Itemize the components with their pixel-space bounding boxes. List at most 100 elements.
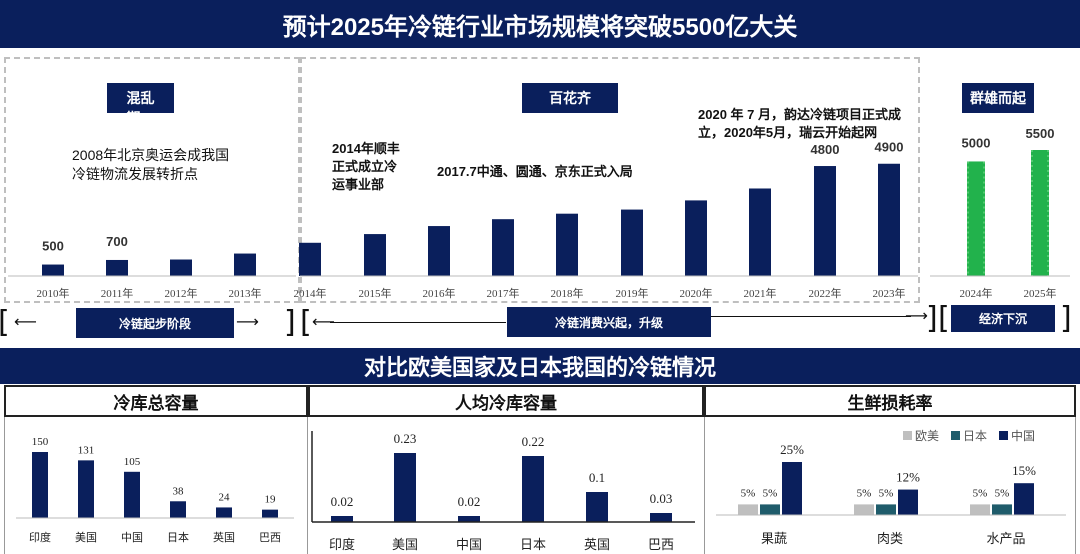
loss-value-水产品-中国: 15% bbox=[1012, 463, 1036, 478]
per-capita-tick-中国: 中国 bbox=[456, 537, 482, 552]
per-capita-value-中国: 0.02 bbox=[458, 494, 481, 509]
phase-label-flourish: 百花齐 bbox=[522, 83, 618, 113]
note-2020: 2020 年 7 月，韵达冷链项目正式成立，2020年5月，瑞云开始起网 bbox=[698, 107, 901, 140]
panel-frame-loss-rate bbox=[704, 417, 1076, 554]
x-tick-2014年: 2014年 bbox=[294, 286, 327, 300]
legend-swatch-中国 bbox=[999, 431, 1008, 440]
loss-bar-果蔬-欧美 bbox=[738, 504, 758, 515]
arrow-right-2: ⟶ bbox=[905, 306, 928, 325]
data-label-2011年: 700 bbox=[106, 234, 128, 249]
bar-2024年 bbox=[967, 161, 985, 276]
note-2008: 2008年北京奥运会成我国冷链物流发展转折点 bbox=[72, 147, 230, 182]
x-tick-2010年: 2010年 bbox=[37, 286, 70, 300]
panel-head-per-capita: 人均冷库容量 bbox=[308, 385, 704, 417]
capacity-value-中国: 105 bbox=[124, 456, 141, 468]
legend-swatch-日本 bbox=[951, 431, 960, 440]
data-label-2022年: 4800 bbox=[811, 142, 840, 157]
bracket-left-3: [ bbox=[938, 301, 950, 336]
x-tick-2011年: 2011年 bbox=[101, 286, 134, 300]
bar-2016年 bbox=[428, 226, 450, 276]
per-capita-bar-印度 bbox=[331, 516, 353, 522]
per-capita-tick-美国: 美国 bbox=[392, 537, 418, 552]
x-tick-2022年: 2022年 bbox=[809, 286, 842, 300]
per-capita-bar-美国 bbox=[394, 453, 416, 522]
loss-value-肉类-日本: 5% bbox=[879, 487, 894, 499]
period-box-chaos bbox=[4, 57, 300, 303]
x-tick-2013年: 2013年 bbox=[229, 286, 262, 300]
per-capita-bar-英国 bbox=[586, 492, 608, 522]
capacity-bar-印度 bbox=[32, 452, 48, 518]
per-capita-tick-印度: 印度 bbox=[329, 537, 355, 552]
loss-tick-果蔬: 果蔬 bbox=[761, 531, 787, 546]
per-capita-value-巴西: 0.03 bbox=[650, 491, 673, 506]
bar-2018年 bbox=[556, 213, 578, 276]
loss-value-果蔬-日本: 5% bbox=[763, 487, 778, 499]
phase-label-rise: 群雄而起 bbox=[962, 83, 1034, 113]
bar-2023年 bbox=[878, 163, 900, 276]
legend-label-日本: 日本 bbox=[963, 429, 987, 443]
comparison-title: 对比欧美国家及日本我国的冷链情况 bbox=[363, 355, 716, 380]
loss-value-果蔬-欧美: 5% bbox=[741, 487, 756, 499]
bar-2025年 bbox=[1031, 150, 1049, 276]
per-capita-bar-巴西 bbox=[650, 513, 672, 522]
loss-value-肉类-中国: 12% bbox=[896, 470, 920, 485]
data-label-2023年: 4900 bbox=[875, 140, 904, 155]
per-capita-bar-日本 bbox=[522, 456, 544, 522]
bar-2022年 bbox=[814, 166, 836, 276]
phase-label-chaos: 混乱 期 bbox=[107, 83, 174, 113]
capacity-bar-中国 bbox=[124, 471, 140, 518]
x-tick-2019年: 2019年 bbox=[616, 286, 649, 300]
loss-bar-果蔬-日本 bbox=[760, 504, 780, 515]
capacity-bar-英国 bbox=[216, 507, 232, 518]
page-title-banner: 预计2025年冷链行业市场规模将突破5500亿大关 bbox=[0, 0, 1080, 48]
capacity-value-英国: 24 bbox=[219, 491, 231, 503]
capacity-value-日本: 38 bbox=[173, 485, 185, 497]
note-2014: 2014年顺丰正式成立冷运事业部 bbox=[332, 141, 400, 192]
loss-value-水产品-欧美: 5% bbox=[973, 487, 988, 499]
stage-startup: 冷链起步阶段 bbox=[76, 308, 234, 338]
panel-head-loss-rate: 生鲜损耗率 bbox=[704, 385, 1076, 417]
loss-bar-水产品-中国 bbox=[1014, 483, 1034, 515]
capacity-tick-美国: 美国 bbox=[75, 531, 97, 544]
data-label-2025年: 5500 bbox=[1026, 126, 1055, 141]
per-capita-value-日本: 0.22 bbox=[522, 434, 545, 449]
arrow-left-1: ⟵ bbox=[14, 312, 37, 331]
x-tick-2015年: 2015年 bbox=[359, 286, 392, 300]
arrow-line-right-2 bbox=[711, 316, 911, 317]
arrow-line-left-2 bbox=[330, 322, 506, 323]
capacity-value-美国: 131 bbox=[78, 444, 95, 456]
loss-value-肉类-欧美: 5% bbox=[857, 487, 872, 499]
page-title: 预计2025年冷链行业市场规模将突破5500亿大关 bbox=[282, 13, 798, 41]
bracket-right-2: ] bbox=[926, 301, 938, 336]
bar-2015年 bbox=[364, 234, 386, 276]
per-capita-value-英国: 0.1 bbox=[589, 470, 605, 485]
note-2017: 2017.7中通、圆通、京东正式入局 bbox=[437, 164, 633, 179]
loss-tick-水产品: 水产品 bbox=[986, 531, 1025, 546]
per-capita-value-印度: 0.02 bbox=[331, 494, 354, 509]
legend-label-中国: 中国 bbox=[1011, 428, 1035, 443]
loss-bar-果蔬-中国 bbox=[782, 462, 802, 515]
loss-bar-水产品-欧美 bbox=[970, 504, 990, 515]
market-size-bar-chart: 500 2010年 700 2011年 2012年 2013年 2014年 2015年 2016… bbox=[8, 126, 1070, 300]
stage-economic-sinking: 经济下沉 bbox=[951, 305, 1055, 332]
bracket-right-3: ] bbox=[1060, 301, 1072, 336]
bar-2010年 bbox=[42, 264, 64, 276]
capacity-bar-美国 bbox=[78, 460, 94, 518]
stage-consumption-upgrade: 冷链消费兴起，升级 bbox=[507, 307, 711, 337]
loss-bar-肉类-日本 bbox=[876, 504, 896, 515]
x-tick-2023年: 2023年 bbox=[873, 286, 906, 300]
bracket-left-1: [ bbox=[0, 308, 10, 338]
capacity-tick-中国: 中国 bbox=[121, 531, 143, 544]
data-label-2010年: 500 bbox=[42, 239, 64, 254]
x-tick-2021年: 2021年 bbox=[744, 286, 777, 300]
bar-2014年 bbox=[299, 242, 321, 276]
loss-bar-水产品-日本 bbox=[992, 504, 1012, 515]
loss-value-水产品-日本: 5% bbox=[995, 487, 1010, 499]
per-capita-tick-巴西: 巴西 bbox=[648, 537, 674, 552]
arrow-left-2: ⟵ bbox=[312, 312, 335, 331]
bracket-right-1: ] bbox=[284, 305, 296, 340]
x-tick-2024年: 2024年 bbox=[960, 286, 993, 300]
per-capita-tick-日本: 日本 bbox=[520, 537, 546, 552]
legend-label-欧美: 欧美 bbox=[915, 429, 939, 443]
x-tick-2025年: 2025年 bbox=[1024, 286, 1057, 300]
